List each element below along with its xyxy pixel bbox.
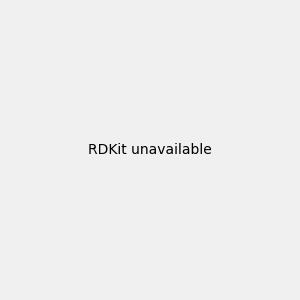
Text: RDKit unavailable: RDKit unavailable <box>88 143 212 157</box>
